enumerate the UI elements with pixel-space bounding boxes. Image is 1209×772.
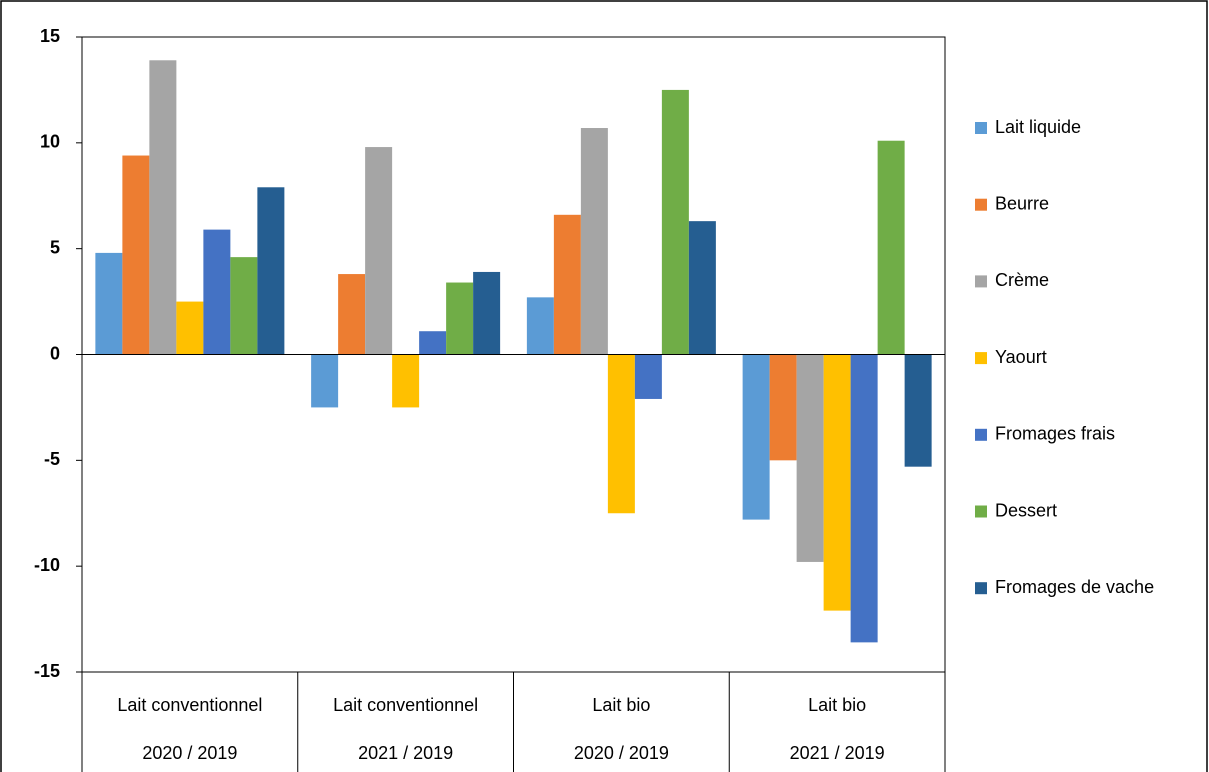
bar: [446, 282, 474, 355]
y-tick-label: -15: [34, 661, 60, 681]
bar: [688, 221, 716, 355]
bar: [419, 331, 447, 355]
bar: [230, 257, 258, 355]
legend-label: Yaourt: [995, 347, 1047, 367]
bar: [742, 354, 770, 520]
legend-swatch: [975, 122, 987, 134]
legend-label: Fromages frais: [995, 424, 1115, 444]
x-tick-label: Lait bio: [808, 695, 866, 715]
bar: [365, 147, 393, 355]
x-tick-label: 2020 / 2019: [574, 743, 669, 763]
legend-swatch: [975, 275, 987, 288]
bar: [526, 297, 554, 355]
y-tick-label: 15: [40, 26, 60, 46]
bar: [607, 354, 635, 514]
bar: [661, 89, 689, 355]
bar: [553, 214, 581, 355]
bar: [850, 354, 878, 643]
bar: [95, 252, 123, 355]
bar: [473, 271, 501, 355]
y-tick-label: -10: [34, 555, 60, 575]
legend-swatch: [975, 352, 987, 365]
bar: [311, 354, 339, 408]
legend-label: Beurre: [995, 193, 1049, 213]
bar: [392, 354, 420, 408]
bar: [823, 354, 851, 611]
x-tick-label: Lait conventionnel: [117, 695, 262, 715]
legend-swatch: [975, 198, 987, 211]
legend-label: Fromages de vache: [995, 577, 1154, 597]
x-tick-label: Lait conventionnel: [333, 695, 478, 715]
bar: [122, 155, 150, 355]
x-tick-label: 2021 / 2019: [790, 743, 885, 763]
bar: [203, 229, 231, 355]
y-tick-label: 5: [50, 237, 60, 257]
bar: [149, 60, 177, 355]
bar: [634, 354, 662, 399]
legend-swatch: [975, 505, 987, 518]
bar: [904, 354, 932, 467]
legend-label: Lait liquide: [995, 117, 1081, 137]
bar: [796, 354, 824, 562]
legend-label: Dessert: [995, 500, 1057, 520]
bar: [769, 354, 797, 461]
legend-swatch: [975, 582, 987, 595]
y-tick-label: 0: [50, 343, 60, 363]
legend-label: Crème: [995, 270, 1049, 290]
bar: [257, 187, 285, 355]
x-tick-label: 2020 / 2019: [142, 743, 237, 763]
bar: [338, 274, 366, 355]
bar: [580, 128, 608, 355]
y-tick-label: 10: [40, 132, 60, 152]
x-tick-label: 2021 / 2019: [358, 743, 453, 763]
legend-swatch: [975, 428, 987, 441]
bar: [877, 140, 905, 355]
x-tick-label: Lait bio: [592, 695, 650, 715]
bar: [176, 301, 204, 355]
y-tick-label: -5: [44, 449, 60, 469]
